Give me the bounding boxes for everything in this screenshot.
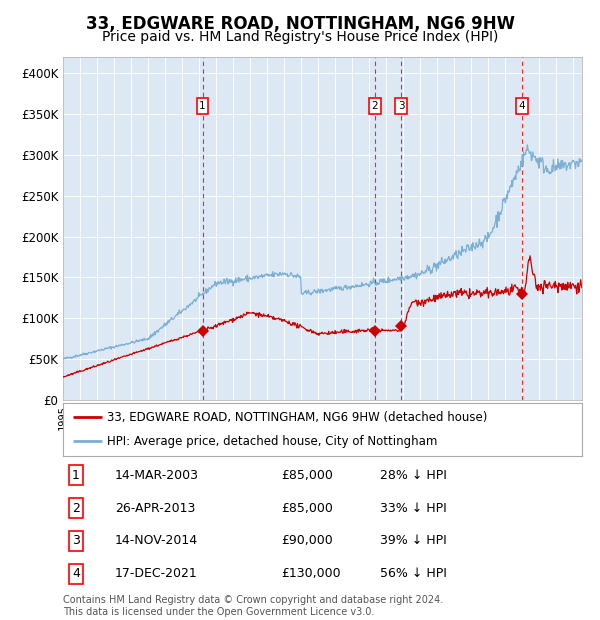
Text: 1: 1 (72, 469, 80, 482)
Text: 2: 2 (371, 101, 378, 111)
Text: 3: 3 (72, 534, 80, 547)
Text: 33% ↓ HPI: 33% ↓ HPI (380, 502, 446, 515)
Text: 14-NOV-2014: 14-NOV-2014 (115, 534, 198, 547)
Text: 28% ↓ HPI: 28% ↓ HPI (380, 469, 446, 482)
Text: 4: 4 (518, 101, 525, 111)
Text: £85,000: £85,000 (281, 469, 333, 482)
Text: £85,000: £85,000 (281, 502, 333, 515)
Text: 17-DEC-2021: 17-DEC-2021 (115, 567, 197, 580)
Text: Contains HM Land Registry data © Crown copyright and database right 2024.
This d: Contains HM Land Registry data © Crown c… (63, 595, 443, 617)
Text: 33, EDGWARE ROAD, NOTTINGHAM, NG6 9HW (detached house): 33, EDGWARE ROAD, NOTTINGHAM, NG6 9HW (d… (107, 410, 487, 423)
Text: 2: 2 (72, 502, 80, 515)
Text: 26-APR-2013: 26-APR-2013 (115, 502, 195, 515)
Text: 3: 3 (398, 101, 404, 111)
Text: 33, EDGWARE ROAD, NOTTINGHAM, NG6 9HW: 33, EDGWARE ROAD, NOTTINGHAM, NG6 9HW (86, 16, 515, 33)
Text: £130,000: £130,000 (281, 567, 341, 580)
Text: 56% ↓ HPI: 56% ↓ HPI (380, 567, 446, 580)
Text: Price paid vs. HM Land Registry's House Price Index (HPI): Price paid vs. HM Land Registry's House … (102, 30, 498, 44)
Text: 1: 1 (199, 101, 206, 111)
Text: 39% ↓ HPI: 39% ↓ HPI (380, 534, 446, 547)
Text: HPI: Average price, detached house, City of Nottingham: HPI: Average price, detached house, City… (107, 435, 437, 448)
Text: £90,000: £90,000 (281, 534, 333, 547)
Text: 14-MAR-2003: 14-MAR-2003 (115, 469, 199, 482)
Text: 4: 4 (72, 567, 80, 580)
